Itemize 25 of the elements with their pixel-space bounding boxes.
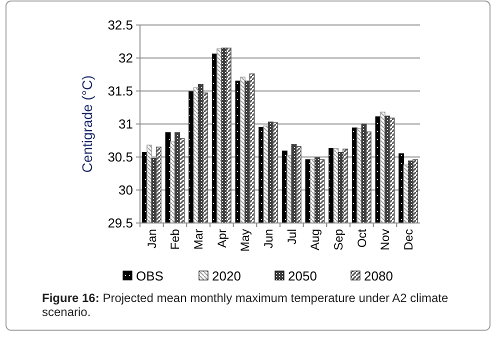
x-tick-label: Nov xyxy=(378,229,392,250)
legend-label: 2080 xyxy=(364,268,393,284)
x-tick-label: Jan xyxy=(144,229,159,248)
y-tick-label: 31 xyxy=(118,116,133,132)
x-tick-label: May xyxy=(238,229,252,252)
x-tick-label: Feb xyxy=(168,228,182,250)
y-tick-label: 32 xyxy=(118,50,133,66)
x-tick-label: Dec xyxy=(402,229,416,250)
x-tick-label: Jun xyxy=(262,229,276,248)
x-tick-label: Mar xyxy=(192,229,206,250)
y-tick-label: 32.5 xyxy=(108,18,133,33)
legend-label: OBS xyxy=(136,268,164,284)
y-axis-title: Centigrade (°C) xyxy=(79,75,95,173)
y-tick-label: 30 xyxy=(118,182,133,198)
x-tick-label: Aug xyxy=(308,229,322,250)
x-tick-label: Oct xyxy=(354,228,369,248)
x-tick-label: Sep xyxy=(332,228,346,250)
y-tick-label: 29.5 xyxy=(108,216,133,231)
x-tick-label: Jul xyxy=(284,229,299,244)
legend-label: 2020 xyxy=(212,268,241,284)
y-tick-label: 30.5 xyxy=(108,150,133,165)
x-tick-label: Apr xyxy=(214,229,229,248)
caption: Figure 16: Projected mean monthly maximum temperature under A2 climate scenario. xyxy=(42,291,449,319)
legend-label: 2050 xyxy=(288,268,317,284)
y-tick-label: 31.5 xyxy=(108,84,133,99)
